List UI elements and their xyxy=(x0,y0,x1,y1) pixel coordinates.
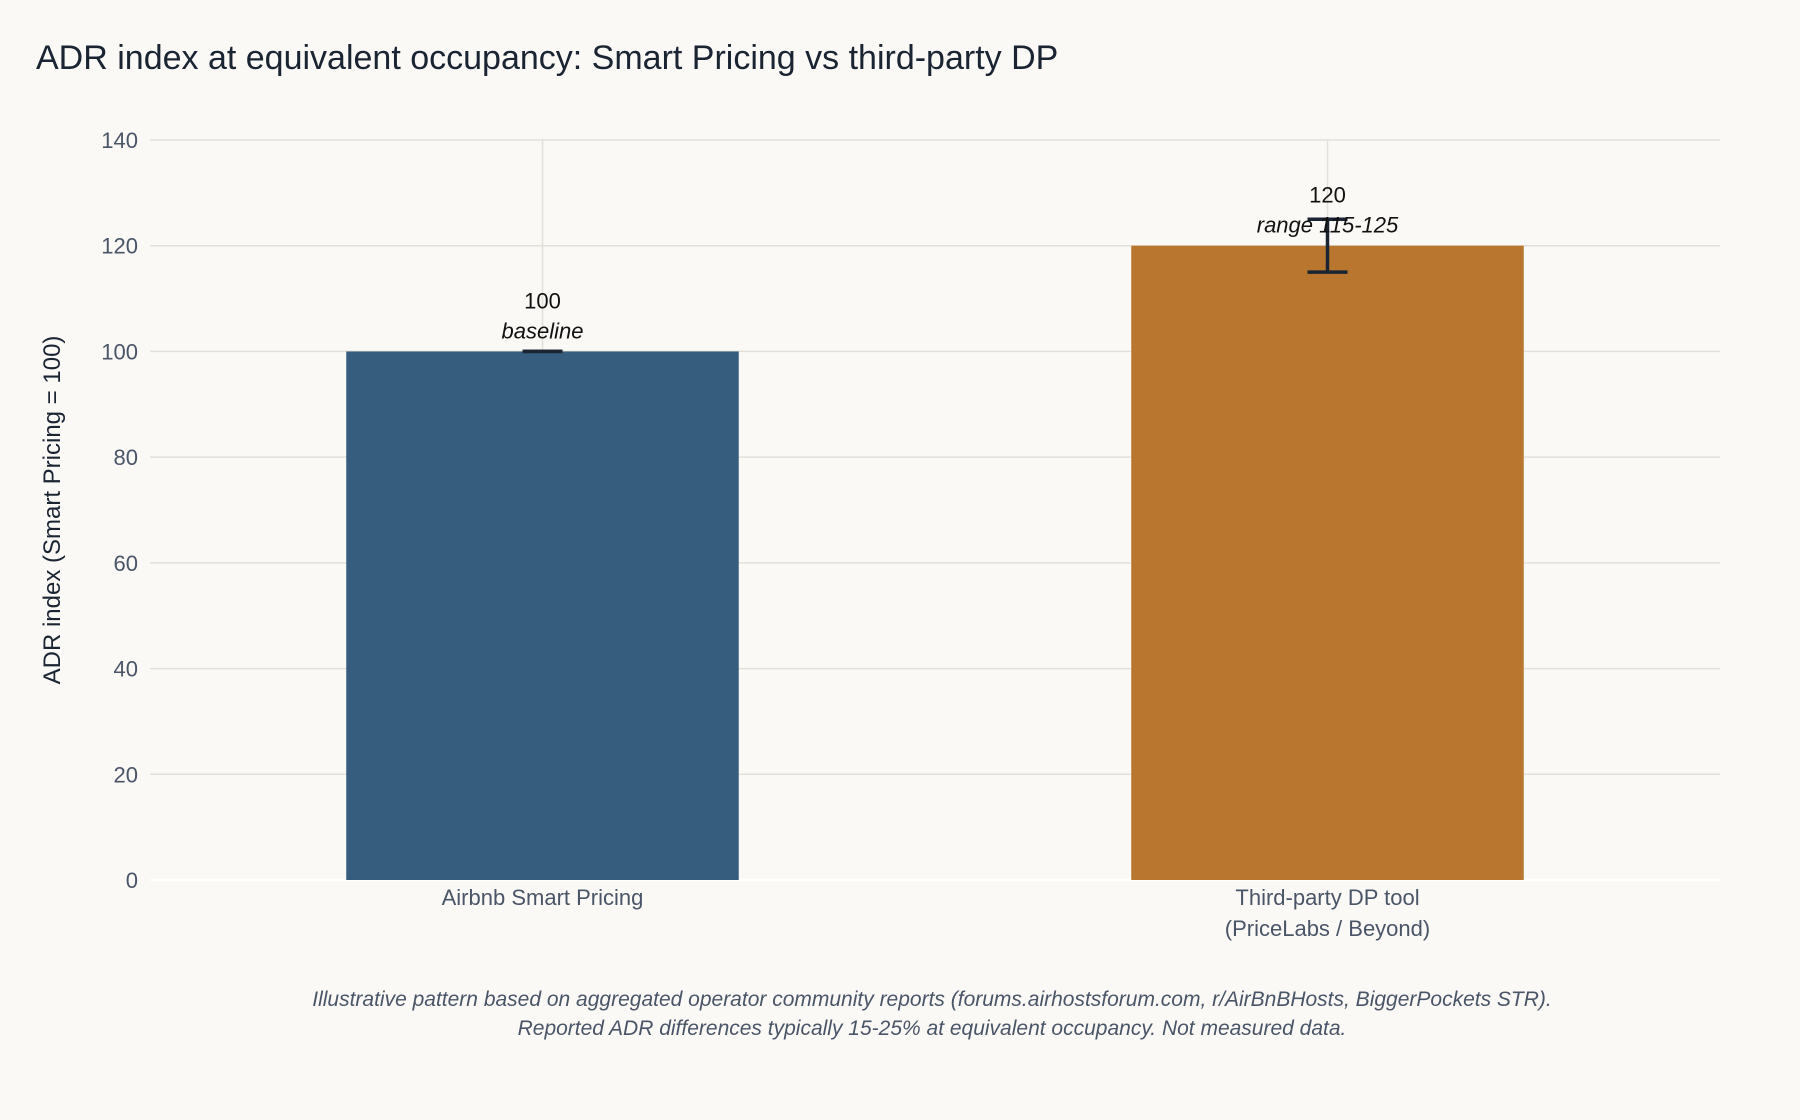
y-axis-label: ADR index (Smart Pricing = 100) xyxy=(39,336,66,685)
footnote-line: Illustrative pattern based on aggregated… xyxy=(312,988,1552,1011)
error-bars xyxy=(522,217,1348,354)
x-category-label: (PriceLabs / Beyond) xyxy=(1225,916,1430,941)
y-axis-ticks: 0 20 40 60 80 100 120 140 xyxy=(101,128,138,893)
y-tick-label: 60 xyxy=(114,551,138,576)
bar xyxy=(346,351,739,880)
footnote: Illustrative pattern based on aggregated… xyxy=(312,988,1552,1040)
y-tick-label: 120 xyxy=(101,234,138,259)
x-axis-categories: Airbnb Smart Pricing Third-party DP tool (… xyxy=(442,885,1431,941)
x-category-label: Third-party DP tool xyxy=(1235,885,1419,910)
y-tick-label: 80 xyxy=(114,445,138,470)
y-tick-label: 100 xyxy=(101,339,138,364)
data-label-note: range 115-125 xyxy=(1257,213,1399,238)
data-label-note: baseline xyxy=(502,318,584,343)
footnote-line: Reported ADR differences typically 15-25… xyxy=(518,1017,1347,1040)
y-tick-label: 140 xyxy=(101,128,138,153)
chart-title: ADR index at equivalent occupancy: Smart… xyxy=(36,39,1058,77)
data-label-value: 100 xyxy=(524,288,561,313)
y-tick-label: 20 xyxy=(114,762,138,787)
data-labels: 100 baseline 120 range 115-125 xyxy=(502,183,1399,344)
y-tick-label: 40 xyxy=(114,657,138,682)
data-label-value: 120 xyxy=(1309,183,1346,208)
bar xyxy=(1131,245,1524,880)
bars xyxy=(346,245,1524,880)
x-category-label: Airbnb Smart Pricing xyxy=(442,885,644,910)
y-tick-label: 0 xyxy=(126,868,138,893)
